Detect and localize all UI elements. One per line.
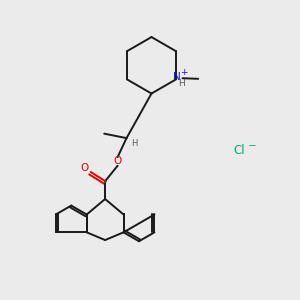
Text: O: O (80, 164, 88, 173)
Text: O: O (113, 156, 122, 166)
Text: N: N (173, 72, 180, 82)
Text: +: + (181, 68, 188, 77)
Text: H: H (178, 79, 185, 88)
Text: H: H (131, 139, 137, 148)
Text: Cl: Cl (233, 143, 245, 157)
Text: −: − (248, 140, 256, 151)
